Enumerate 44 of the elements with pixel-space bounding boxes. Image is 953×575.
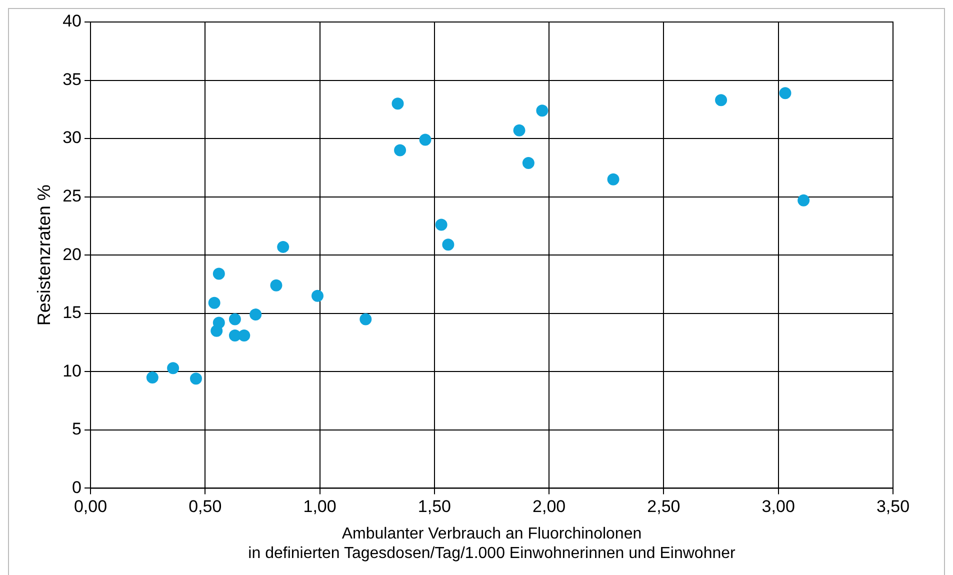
x-tick-label: 1,50 bbox=[418, 497, 451, 516]
point bbox=[212, 268, 225, 280]
point bbox=[607, 173, 620, 186]
point bbox=[522, 157, 534, 170]
point bbox=[212, 316, 225, 329]
point bbox=[270, 279, 282, 292]
point bbox=[228, 313, 241, 326]
point bbox=[798, 194, 810, 206]
x-tick-label: 3,00 bbox=[762, 497, 795, 516]
point bbox=[513, 124, 526, 136]
point bbox=[435, 218, 448, 231]
y-tick-label: 10 bbox=[62, 361, 82, 380]
point bbox=[167, 362, 180, 374]
y-tick-label: 20 bbox=[62, 244, 82, 264]
y-tick-label: 40 bbox=[62, 12, 82, 31]
point bbox=[208, 296, 220, 309]
y-tick-label: 25 bbox=[62, 186, 82, 206]
y-tick-label: 0 bbox=[72, 478, 82, 497]
point bbox=[360, 313, 372, 326]
point bbox=[238, 330, 250, 342]
x-tick-label: 3,50 bbox=[876, 497, 910, 516]
point bbox=[190, 372, 202, 385]
x-tick-label: 2,00 bbox=[532, 497, 566, 516]
point bbox=[277, 240, 290, 253]
point bbox=[392, 98, 404, 110]
x-tick-label: 0,50 bbox=[188, 497, 222, 516]
point bbox=[394, 144, 406, 156]
x-tick-label: 1,00 bbox=[303, 497, 336, 516]
point bbox=[536, 104, 548, 117]
y-tick-label: 35 bbox=[62, 70, 82, 89]
point bbox=[146, 371, 158, 384]
x-tick-label: 2,50 bbox=[647, 497, 680, 516]
point bbox=[312, 290, 324, 302]
point bbox=[715, 94, 728, 106]
y-tick-label: 15 bbox=[62, 303, 82, 322]
point bbox=[442, 238, 454, 251]
y-tick-label: 5 bbox=[72, 420, 82, 439]
x-axis-title: Ambulanter Verbrauch an Fluorchinolonen in definierten Tagesdosen/Tag/1.000 Einwohnerinnen und Einwohner bbox=[248, 526, 736, 562]
point bbox=[250, 308, 262, 321]
x-tick-label: 0,00 bbox=[74, 497, 108, 516]
y-tick-label: 30 bbox=[62, 128, 82, 148]
point bbox=[779, 87, 792, 100]
point bbox=[419, 134, 432, 146]
y-axis-title: Resistenzraten % bbox=[34, 184, 54, 326]
